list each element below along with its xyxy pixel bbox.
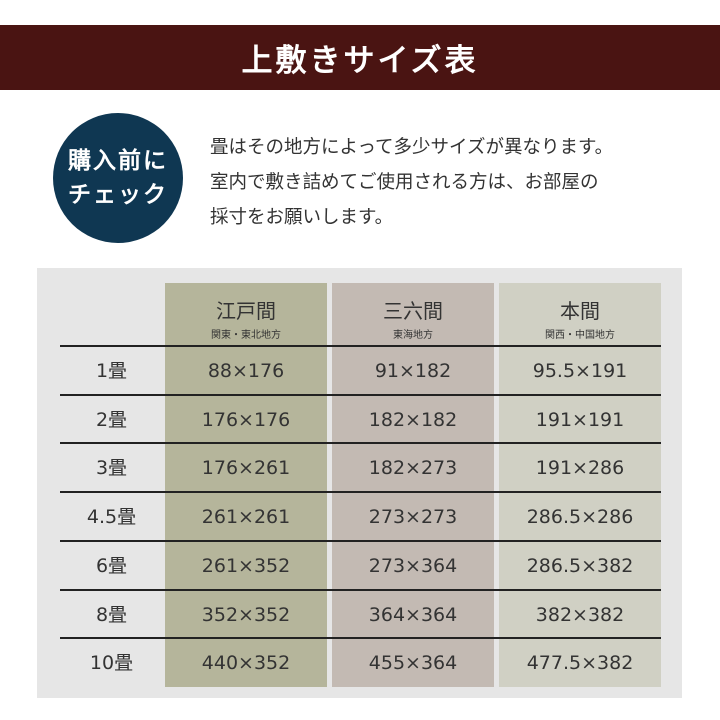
size-cell: 88×176 xyxy=(207,360,285,382)
size-cell: 261×352 xyxy=(201,554,291,577)
intro-line: 採寸をお願いします。 xyxy=(210,207,394,228)
size-cell: 477.5×382 xyxy=(526,652,634,675)
column-header: 江戸間関東・東北地方 xyxy=(165,283,327,345)
column-region: 東海地方 xyxy=(393,330,433,341)
row-label: 1畳 xyxy=(95,360,128,382)
row-divider xyxy=(60,393,661,396)
size-cell: 352×352 xyxy=(201,603,291,626)
check-before-purchase-badge: 購入前に チェック xyxy=(53,113,183,243)
column-background-2 xyxy=(499,283,661,687)
column-region: 関東・東北地方 xyxy=(211,330,281,341)
size-cell: 286.5×286 xyxy=(526,506,634,529)
badge-line-2: チェック xyxy=(68,182,168,208)
size-cell: 182×182 xyxy=(368,408,458,431)
column-background-0 xyxy=(165,283,327,687)
row-label: 6畳 xyxy=(95,554,128,577)
size-cell: 273×273 xyxy=(368,506,458,529)
size-cell: 91×182 xyxy=(374,360,452,382)
intro-text: 畳はその地方によって多少サイズが異なります。 室内で敷き詰めてご使用される方は、… xyxy=(210,130,613,235)
column-header: 三六間 東海地方 xyxy=(332,283,494,345)
row-divider xyxy=(60,345,661,347)
row-divider xyxy=(60,588,661,591)
size-cell: 182×273 xyxy=(368,457,458,480)
intro-line: 室内で敷き詰めてご使用される方は、お部屋の xyxy=(210,172,599,193)
size-cell: 286.5×382 xyxy=(526,554,634,577)
badge-line-1: 購入前に xyxy=(68,148,168,174)
size-cell: 176×176 xyxy=(201,408,291,431)
row-divider xyxy=(60,637,661,640)
row-divider xyxy=(60,539,661,542)
column-name: 三六間 xyxy=(383,299,443,323)
size-cell: 440×352 xyxy=(201,652,291,675)
column-header: 本間 関西・中国地方 xyxy=(499,283,661,345)
column-name: 本間 xyxy=(560,299,600,323)
row-label: 8畳 xyxy=(95,603,128,626)
size-cell: 364×364 xyxy=(368,603,458,626)
row-divider xyxy=(60,491,661,494)
size-cell: 273×364 xyxy=(368,554,458,577)
row-label: 3畳 xyxy=(95,457,128,480)
page-title: 上敷きサイズ表 xyxy=(0,25,720,90)
size-cell: 382×382 xyxy=(535,603,625,626)
size-cell: 191×286 xyxy=(535,457,625,480)
column-region: 関西・中国地方 xyxy=(545,330,615,341)
size-cell: 261×261 xyxy=(201,506,291,529)
size-cell: 191×191 xyxy=(535,408,625,431)
column-background-1 xyxy=(332,283,494,687)
row-label: 10畳 xyxy=(89,652,134,675)
row-label: 2畳 xyxy=(95,408,128,431)
size-cell: 455×364 xyxy=(368,652,458,675)
intro-line: 畳はその地方によって多少サイズが異なります。 xyxy=(210,137,614,158)
row-divider xyxy=(60,442,661,445)
row-label: 4.5畳 xyxy=(86,506,137,529)
size-cell: 176×261 xyxy=(201,457,291,480)
size-cell: 95.5×191 xyxy=(532,360,628,382)
column-name: 江戸間 xyxy=(216,299,276,323)
